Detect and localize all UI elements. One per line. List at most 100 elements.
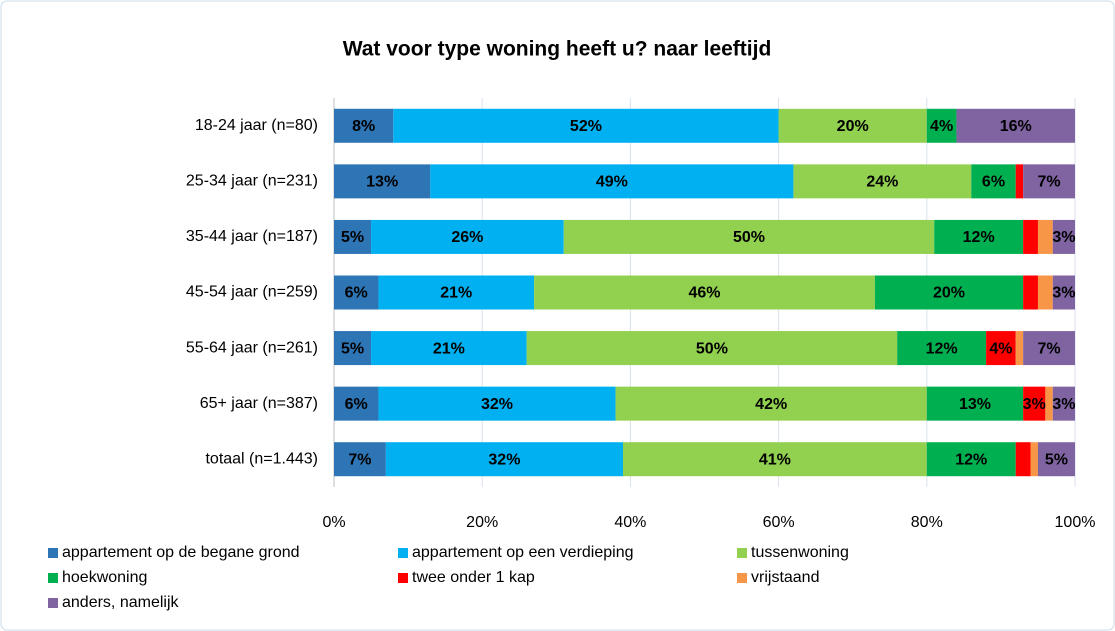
bar-segment (926, 442, 1016, 477)
data-label: 41% (759, 451, 791, 468)
bar-segment (956, 108, 1075, 143)
bar-segment (1023, 275, 1038, 310)
data-label: 3% (1052, 229, 1075, 246)
data-label: 32% (481, 396, 513, 413)
bar-segment (1037, 442, 1075, 477)
bar-segment (793, 164, 972, 199)
y-tick-label: 55-64 jaar (n=261) (186, 339, 318, 356)
y-tick-label: 65+ jaar (n=387) (200, 395, 318, 412)
x-tick-label: 0% (322, 514, 345, 531)
bar-segment (563, 219, 935, 254)
bar-segment (926, 108, 957, 143)
bar-segment (1030, 442, 1038, 477)
bar-segment (897, 331, 987, 366)
data-label: 13% (366, 174, 398, 191)
legend-swatch (48, 598, 58, 608)
bar-segment (334, 108, 394, 143)
y-tick-label: totaal (n=1.443) (205, 450, 318, 467)
bar-segment (334, 219, 372, 254)
data-label: 5% (341, 340, 364, 357)
bar-segment (334, 386, 379, 421)
bar-segment (1037, 275, 1053, 310)
bar-segment (1052, 386, 1075, 421)
bar-segment (615, 386, 927, 421)
bar-segment (1052, 275, 1075, 310)
x-tick-label: 80% (911, 514, 943, 531)
data-label: 49% (596, 174, 628, 191)
data-label: 12% (963, 229, 995, 246)
data-label: 20% (837, 118, 869, 135)
data-label: 32% (488, 451, 520, 468)
bar-segment (986, 331, 1016, 366)
data-label: 6% (345, 396, 368, 413)
data-label: 26% (451, 229, 483, 246)
data-label: 3% (1023, 396, 1046, 413)
legend-label: anders, namelijk (62, 594, 180, 611)
data-label: 4% (989, 340, 1012, 357)
bar-segment (371, 331, 527, 366)
data-label: 24% (866, 174, 898, 191)
chart-title: Wat voor type woning heeft u? naar leeft… (343, 38, 772, 61)
data-label: 3% (1052, 285, 1075, 302)
bar-segment (1015, 164, 1024, 199)
data-label: 20% (933, 285, 965, 302)
legend-swatch (48, 573, 58, 583)
data-label: 6% (345, 285, 368, 302)
bar-segment (1015, 331, 1024, 366)
x-tick-label: 100% (1055, 514, 1096, 531)
data-label: 4% (930, 118, 953, 135)
bar-segment (1037, 219, 1053, 254)
legend-swatch (737, 548, 747, 558)
data-label: 12% (926, 340, 958, 357)
bar-segment (378, 386, 616, 421)
data-label: 7% (348, 451, 371, 468)
bar-segment (874, 275, 1024, 310)
data-label: 7% (1038, 174, 1061, 191)
bar-segment (934, 219, 1024, 254)
bar-segment (1052, 219, 1075, 254)
bar-segment (1023, 331, 1075, 366)
bar-segment (334, 331, 372, 366)
legend-label: tussenwoning (751, 544, 849, 561)
bar-segment (385, 442, 623, 477)
legend-label: appartement op een verdieping (412, 544, 634, 561)
bar-segment (1023, 386, 1046, 421)
legend-swatch (398, 573, 408, 583)
legend-label: vrijstaand (751, 569, 819, 586)
bar-segment (371, 219, 564, 254)
bar-segment (334, 275, 379, 310)
y-tick-label: 45-54 jaar (n=259) (186, 284, 318, 301)
data-label: 16% (1000, 118, 1032, 135)
data-label: 6% (982, 174, 1005, 191)
y-tick-label: 25-34 jaar (n=231) (186, 173, 318, 190)
bar-segment (622, 442, 927, 477)
bar-segment (334, 164, 431, 199)
y-tick-label: 18-24 jaar (n=80) (195, 117, 318, 134)
x-tick-label: 20% (466, 514, 498, 531)
legend-swatch (737, 573, 747, 583)
data-label: 5% (341, 229, 364, 246)
data-label: 52% (570, 118, 602, 135)
bar-segment (334, 442, 386, 477)
data-label: 8% (352, 118, 375, 135)
legend-label: twee onder 1 kap (412, 569, 535, 586)
bar-segment (393, 108, 779, 143)
bar-segment (971, 164, 1016, 199)
bar-segment (1023, 164, 1075, 199)
data-label: 12% (955, 451, 987, 468)
x-tick-label: 60% (763, 514, 795, 531)
bar-segment (1045, 386, 1053, 421)
bar-segment (778, 108, 927, 143)
bar-segment (378, 275, 535, 310)
bar-segment (430, 164, 794, 199)
data-label: 13% (959, 396, 991, 413)
data-label: 46% (688, 285, 720, 302)
bar-segment (534, 275, 875, 310)
legend-label: appartement op de begane grond (62, 544, 300, 561)
bar-segment (526, 331, 898, 366)
legend-swatch (398, 548, 408, 558)
bar-segment (1015, 442, 1031, 477)
data-label: 50% (696, 340, 728, 357)
data-label: 5% (1045, 451, 1068, 468)
